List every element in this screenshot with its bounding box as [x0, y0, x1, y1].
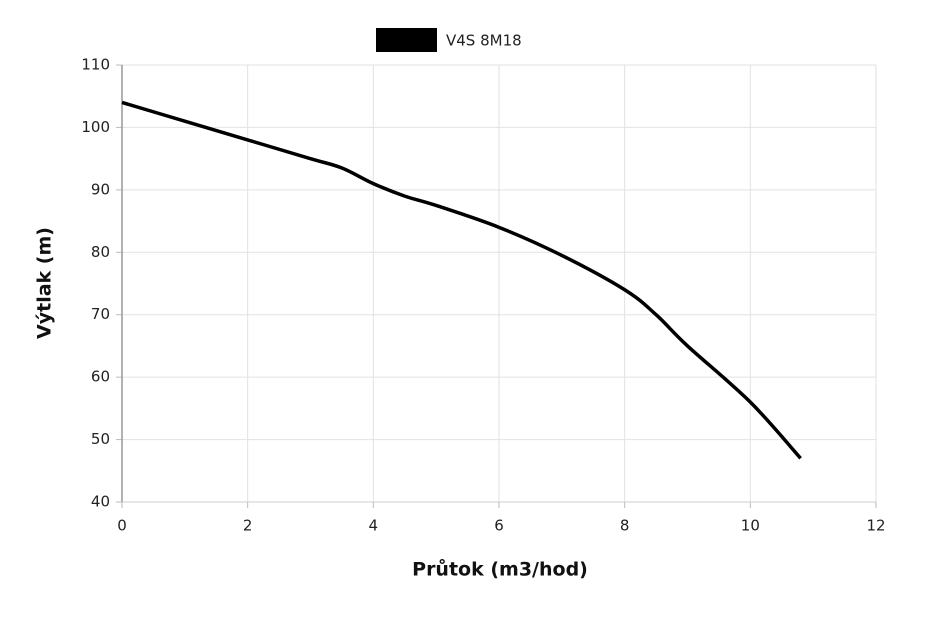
y-tick-label: 90 — [91, 180, 110, 198]
y-tick-label: 60 — [91, 368, 110, 386]
legend-label: V4S 8M18 — [446, 32, 522, 50]
y-tick-label: 110 — [81, 56, 110, 74]
x-tick-label: 0 — [117, 517, 127, 535]
y-tick-label: 50 — [91, 430, 110, 448]
x-tick-label: 12 — [866, 517, 885, 535]
y-tick-label: 80 — [91, 243, 110, 261]
x-tick-label: 10 — [741, 517, 760, 535]
x-tick-label: 6 — [494, 517, 504, 535]
x-tick-label: 2 — [243, 517, 253, 535]
series-line — [121, 100, 802, 460]
x-tick-label: 8 — [620, 517, 630, 535]
y-axis-title: Výtlak (m) — [34, 227, 56, 339]
y-tick-label: 100 — [81, 118, 110, 136]
y-tick-label: 70 — [91, 305, 110, 323]
x-axis-title: Průtok (m3/hod) — [412, 558, 588, 581]
x-tick-label: 4 — [369, 517, 379, 535]
y-tick-label: 40 — [91, 493, 110, 511]
legend-swatch — [376, 28, 437, 52]
